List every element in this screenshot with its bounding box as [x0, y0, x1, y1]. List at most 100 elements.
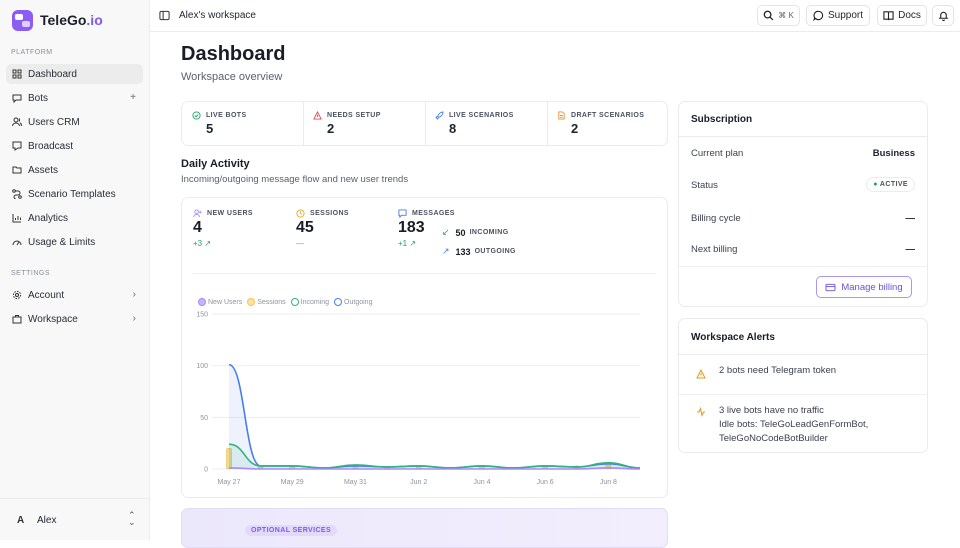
legend-item[interactable]: Incoming — [290, 298, 329, 306]
sidebar: TeleGo.io PLATFORM Dashboard Bots + User… — [0, 0, 150, 540]
alert-item[interactable]: 3 live bots have no traffic Idle bots: T… — [679, 395, 927, 450]
sidebar-item-label: Analytics — [28, 212, 69, 224]
optional-services-badge: OPTIONAL SERVICES — [245, 525, 338, 536]
sidebar-item-label: Workspace — [28, 313, 78, 325]
legend-item[interactable]: Sessions — [247, 298, 286, 306]
subscription-row-plan: Current plan Business — [691, 148, 915, 159]
notifications-button[interactable] — [932, 5, 954, 26]
incoming-count: ↙ 50 INCOMING — [442, 227, 509, 238]
support-label: Support — [827, 10, 864, 21]
user-plus-icon — [193, 209, 202, 218]
incoming-value: 50 — [455, 227, 466, 238]
sidebar-item-users-crm[interactable]: Users CRM — [6, 112, 143, 132]
metric-label: NEW USERS — [207, 210, 253, 217]
send-icon — [12, 141, 22, 151]
sidebar-item-bots[interactable]: Bots + — [6, 88, 143, 108]
outgoing-area — [229, 364, 640, 469]
sidebar-item-broadcast[interactable]: Broadcast — [6, 136, 143, 156]
message-square-icon — [398, 209, 407, 218]
subscription-row-next: Next billing — — [691, 244, 915, 255]
stat-live-scenarios[interactable]: LIVE SCENARIOS 8 — [435, 111, 514, 136]
stat-label: LIVE SCENARIOS — [449, 112, 514, 119]
manage-billing-label: Manage billing — [841, 281, 903, 293]
outgoing-label: OUTGOING — [474, 248, 516, 255]
sidebar-item-scenario-templates[interactable]: Scenario Templates — [6, 184, 143, 204]
sidebar-item-account[interactable]: Account › — [6, 285, 143, 305]
legend-item[interactable]: Outgoing — [334, 298, 372, 306]
workspace-name[interactable]: Alex's workspace — [179, 10, 256, 21]
telego-logo-icon[interactable] — [12, 10, 33, 31]
metric-value: 45 — [296, 219, 314, 236]
x-tick-label: Jun 4 — [473, 479, 490, 486]
stat-value: 8 — [449, 121, 457, 136]
chat-bubble-icon — [813, 10, 824, 21]
check-circle-icon — [192, 111, 201, 120]
subscription-title: Subscription — [691, 114, 753, 125]
optional-services-card: OPTIONAL SERVICES — [181, 508, 668, 548]
document-icon — [558, 111, 565, 120]
warning-icon — [313, 111, 322, 120]
activity-card: NEW USERS 4 +3 ↗ SESSIONS 45 — MESSAGES … — [181, 197, 668, 498]
stat-value: 2 — [327, 121, 335, 136]
warning-icon — [696, 369, 706, 379]
brand-name[interactable]: TeleGo.io — [40, 12, 103, 28]
sidebar-item-dashboard[interactable]: Dashboard — [6, 64, 143, 84]
x-tick-label: May 27 — [218, 479, 241, 486]
docs-button[interactable]: Docs — [877, 5, 927, 26]
metric-delta: — — [296, 239, 304, 248]
arrow-up-right-icon: ↗ — [442, 246, 450, 256]
activity-title: Daily Activity — [181, 158, 250, 170]
y-tick-label: 150 — [196, 312, 208, 319]
metric-delta: +3 — [193, 239, 203, 248]
y-tick-label: 100 — [196, 363, 208, 370]
trend-up-icon: ↗ — [409, 239, 417, 248]
stat-value: 2 — [571, 121, 579, 136]
support-button[interactable]: Support — [806, 5, 870, 26]
add-bot-icon[interactable]: + — [130, 92, 136, 103]
briefcase-icon — [12, 315, 22, 324]
status-badge: ● ACTIVE — [866, 177, 915, 192]
rocket-icon — [435, 111, 444, 120]
incoming-label: INCOMING — [469, 229, 509, 236]
legend-item[interactable]: New Users — [198, 298, 242, 306]
x-tick-label: Jun 2 — [410, 479, 427, 486]
page-subtitle: Workspace overview — [181, 71, 283, 83]
docs-label: Docs — [898, 10, 921, 21]
sidebar-item-workspace[interactable]: Workspace › — [6, 309, 143, 329]
manage-billing-button[interactable]: Manage billing — [816, 276, 912, 298]
page-title: Dashboard — [181, 43, 286, 65]
sidebar-item-label: Users CRM — [28, 116, 80, 128]
metric-new-users: NEW USERS 4 +3 ↗ — [193, 209, 253, 248]
sidebar-item-assets[interactable]: Assets — [6, 160, 143, 180]
metric-value: 4 — [193, 219, 202, 236]
stat-draft-scenarios[interactable]: DRAFT SCENARIOS 2 — [557, 111, 644, 136]
metric-sessions: SESSIONS 45 — — [296, 209, 349, 248]
subscription-card: Subscription Current plan Business Status… — [678, 101, 928, 307]
sessions-bar — [226, 448, 232, 470]
bar-chart-icon — [12, 214, 21, 223]
stat-live-bots[interactable]: LIVE BOTS 5 — [192, 111, 247, 136]
book-icon — [883, 11, 894, 21]
alert-text: 2 bots need Telegram token — [719, 365, 837, 376]
chat-icon — [12, 94, 22, 103]
user-menu[interactable]: A Alex ⌃ ⌄ — [0, 498, 150, 540]
sidebar-item-label: Bots — [28, 92, 49, 104]
clock-icon — [296, 209, 305, 218]
sidebar-toggle-icon[interactable] — [159, 10, 170, 21]
search-button[interactable]: ⌘ K — [757, 5, 800, 26]
sidebar-item-label: Assets — [28, 164, 59, 176]
folder-icon — [12, 166, 22, 174]
stat-needs-setup[interactable]: NEEDS SETUP 2 — [313, 111, 381, 136]
subscription-row-status: Status ● ACTIVE — [691, 177, 915, 192]
alerts-title: Workspace Alerts — [691, 332, 775, 343]
sidebar-item-analytics[interactable]: Analytics — [6, 208, 143, 228]
sidebar-item-label: Usage & Limits — [28, 236, 96, 248]
sidebar-item-label: Broadcast — [28, 140, 74, 152]
outgoing-count: ↗ 133 OUTGOING — [442, 246, 516, 257]
stat-label: DRAFT SCENARIOS — [571, 112, 645, 119]
bell-icon — [938, 11, 948, 21]
sidebar-item-usage-limits[interactable]: Usage & Limits — [6, 232, 143, 252]
alert-item[interactable]: 2 bots need Telegram token — [679, 355, 927, 394]
activity-chart: 0 50 100 150 May 27 May 29 May 31 Jun 2 Jun 4 Jun… — [196, 312, 641, 486]
x-tick-label: May 29 — [281, 479, 304, 486]
